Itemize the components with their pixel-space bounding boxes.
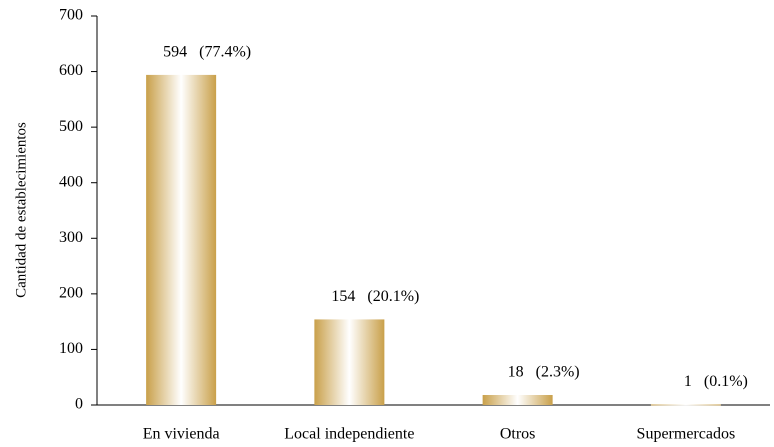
x-tick-label: Local independiente (284, 426, 414, 443)
y-axis-label: Cantidad de establecimientos (13, 122, 29, 298)
bar (482, 394, 553, 405)
y-tick-label: 700 (59, 7, 83, 24)
value-label: 18 (508, 364, 524, 381)
y-tick-label: 500 (59, 118, 83, 135)
percentage-label: (20.1%) (367, 288, 419, 305)
value-label: 594 (163, 44, 187, 61)
percentage-label: (77.4%) (199, 44, 251, 61)
percentage-label: (0.1%) (704, 373, 748, 390)
y-tick-label: 100 (59, 340, 83, 357)
x-tick-label: Supermercados (637, 426, 736, 443)
bar (650, 404, 721, 406)
value-label: 154 (331, 288, 355, 305)
y-tick-label: 200 (59, 285, 83, 302)
y-tick-label: 600 (59, 62, 83, 79)
percentage-label: (2.3%) (536, 364, 580, 381)
y-tick-label: 400 (59, 173, 83, 190)
value-label: 1 (684, 373, 692, 390)
x-tick-label: En vivienda (143, 426, 220, 443)
bar (314, 319, 385, 405)
x-tick-label: Otros (500, 426, 536, 443)
bar (146, 74, 217, 406)
y-tick-label: 0 (75, 396, 83, 413)
y-tick-label: 300 (59, 229, 83, 246)
